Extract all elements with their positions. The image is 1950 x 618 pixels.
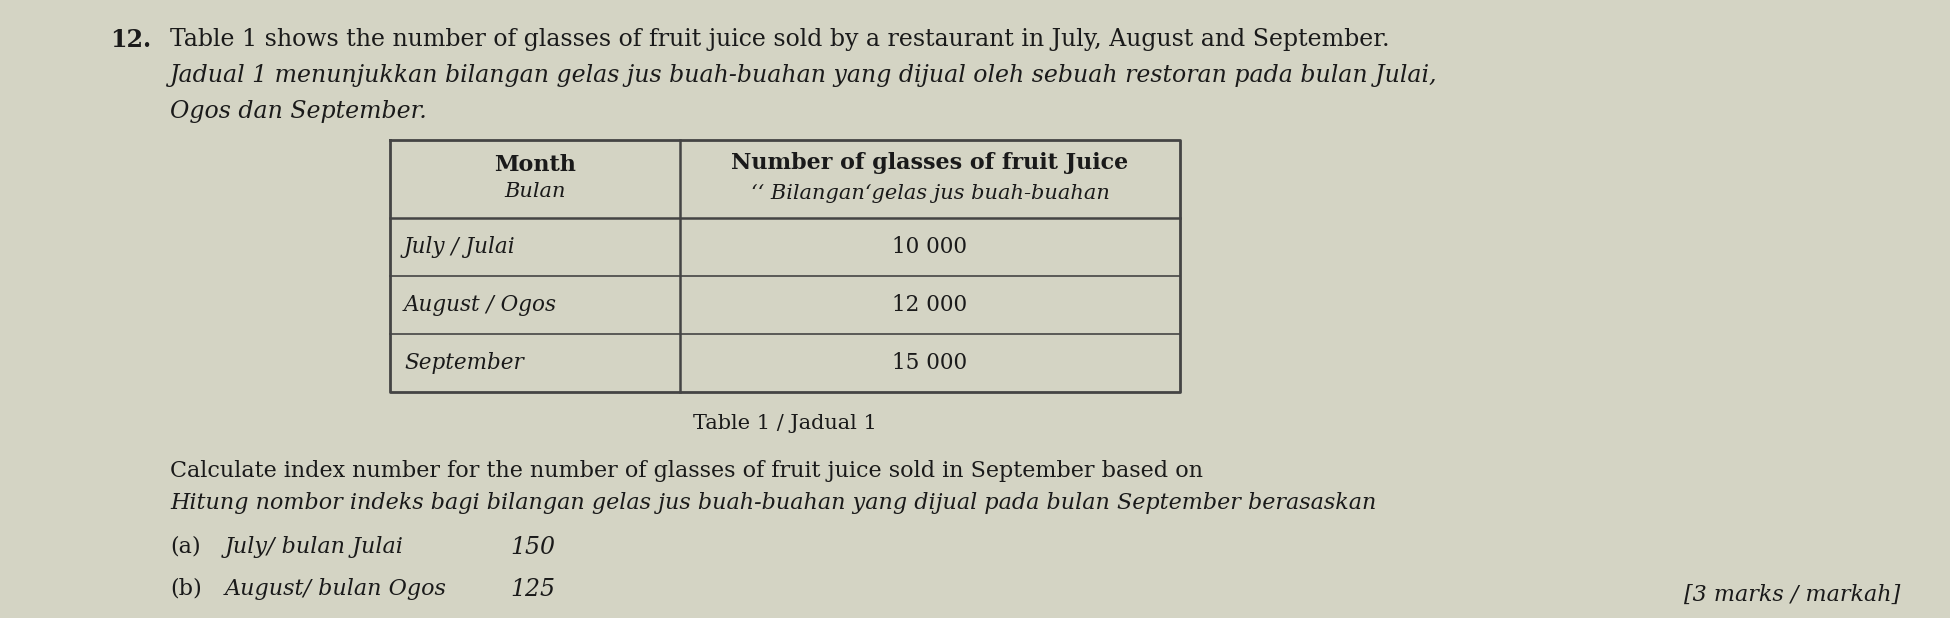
Text: August/ bulan Ogos: August/ bulan Ogos xyxy=(224,578,447,600)
Text: Month: Month xyxy=(493,154,575,176)
Text: Jadual 1 menunjukkan bilangan gelas jus buah-buahan yang dijual oleh sebuah rest: Jadual 1 menunjukkan bilangan gelas jus … xyxy=(170,64,1437,87)
Text: Hitung nombor indeks bagi bilangan gelas jus buah-buahan yang dijual pada bulan : Hitung nombor indeks bagi bilangan gelas… xyxy=(170,492,1377,514)
Text: July/ bulan Julai: July/ bulan Julai xyxy=(224,536,404,558)
Text: Bulan: Bulan xyxy=(505,182,566,201)
Text: August / Ogos: August / Ogos xyxy=(404,294,558,316)
Text: 12 000: 12 000 xyxy=(893,294,967,316)
Text: 150: 150 xyxy=(511,536,556,559)
Text: 15 000: 15 000 xyxy=(893,352,967,374)
Text: 125: 125 xyxy=(511,578,556,601)
Text: (b): (b) xyxy=(170,578,201,600)
Text: Calculate index number for the number of glasses of fruit juice sold in Septembe: Calculate index number for the number of… xyxy=(170,460,1203,482)
Text: Ogos dan September.: Ogos dan September. xyxy=(170,100,427,123)
Text: 12.: 12. xyxy=(109,28,152,52)
Text: Table 1 / Jadual 1: Table 1 / Jadual 1 xyxy=(692,414,878,433)
Text: [3 marks / markah]: [3 marks / markah] xyxy=(1683,584,1899,606)
Text: (a): (a) xyxy=(170,536,201,558)
Text: Table 1 shows the number of glasses of fruit juice sold by a restaurant in July,: Table 1 shows the number of glasses of f… xyxy=(170,28,1390,51)
Text: 10 000: 10 000 xyxy=(893,236,967,258)
Text: July / Julai: July / Julai xyxy=(404,236,515,258)
Text: Number of glasses of fruit Juice: Number of glasses of fruit Juice xyxy=(731,152,1129,174)
Text: September: September xyxy=(404,352,525,374)
Text: ‘‘ Bilanganʻgelas jus buah-buahan: ‘‘ Bilanganʻgelas jus buah-buahan xyxy=(751,184,1110,203)
